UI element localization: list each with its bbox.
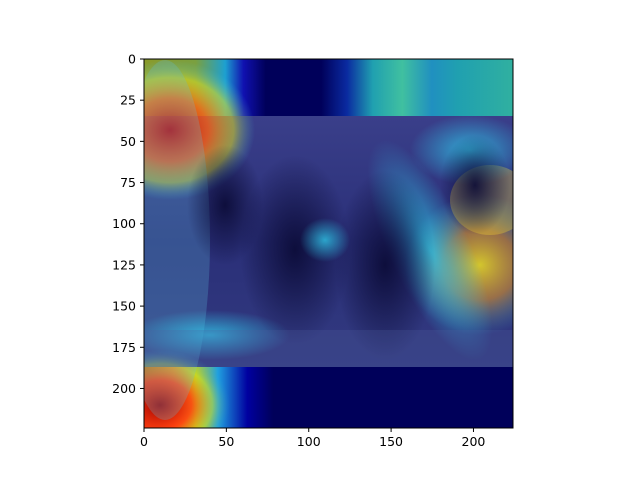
figure-center-right — [335, 170, 435, 360]
y-tick-label: 175 — [112, 340, 136, 355]
x-axis: 0 50 100 150 200 — [140, 428, 485, 449]
figure-right — [440, 135, 510, 235]
x-tick-label: 150 — [379, 434, 403, 449]
y-tick-label: 50 — [120, 134, 136, 149]
x-tick-label: 0 — [140, 434, 148, 449]
ground-strip — [144, 330, 513, 367]
y-tick-label: 200 — [112, 381, 136, 396]
axes-frame — [143, 58, 514, 429]
y-tick-label: 0 — [128, 52, 136, 67]
center-glow — [300, 218, 350, 262]
y-tick-label: 75 — [120, 175, 136, 190]
heatmap-image — [144, 59, 513, 428]
x-tick-label: 50 — [218, 434, 234, 449]
y-tick-label: 150 — [112, 299, 136, 314]
y-tick-label: 25 — [120, 93, 136, 108]
x-tick-label: 100 — [297, 434, 321, 449]
cyan-bottom-left — [144, 310, 290, 360]
y-axis: 0 25 50 75 100 125 150 175 200 — [112, 52, 144, 396]
figure-center — [240, 155, 350, 345]
hotspot-left-bottom — [144, 350, 230, 428]
y-tick-label: 100 — [112, 216, 136, 231]
x-tick-label: 200 — [462, 434, 486, 449]
y-tick-label: 125 — [112, 257, 136, 272]
